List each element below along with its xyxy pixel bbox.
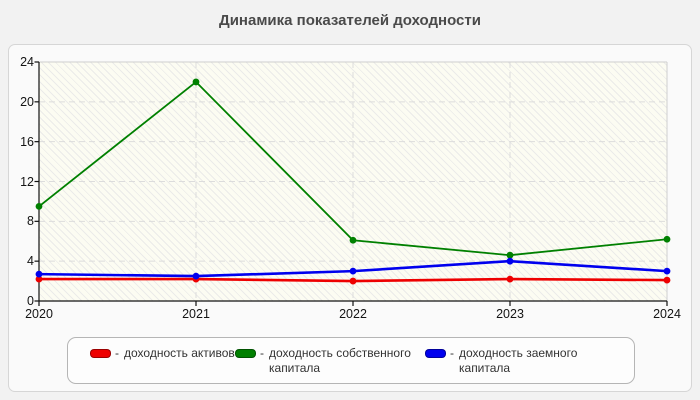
y-tick-label: 16 [20,134,34,149]
y-tick-label: 12 [20,174,34,189]
data-point [35,270,43,278]
y-tick-label: 4 [27,254,34,269]
legend-item: - доходность заемного капитала [425,346,617,376]
data-point [506,257,514,265]
data-point [349,277,357,285]
legend-item: - доходность собственного капитала [235,346,425,376]
y-tick-label: 8 [27,214,34,229]
data-point [663,267,671,275]
data-point [506,275,514,283]
chart-legend: - доходность активов - доходность собственн… [67,337,635,384]
data-point [349,236,357,244]
x-tick-label: 2020 [25,307,53,321]
legend-dash: - [260,346,264,360]
data-point [35,202,43,210]
legend-dash: - [115,346,119,360]
x-tick-label: 2023 [496,307,524,321]
x-tick-label: 2021 [182,307,210,321]
data-point [192,272,200,280]
legend-swatch [425,349,446,358]
chart-panel: 0 4 8 12 16 20 24 2020 2021 2022 2023 2024 - доходно… [8,44,692,392]
data-point [349,267,357,275]
y-tick-label: 20 [20,94,34,109]
legend-swatch [235,349,256,358]
legend-label: доходность активов [124,346,235,360]
data-point [506,251,514,259]
x-tick-label: 2022 [339,307,367,321]
legend-item: - доходность активов [90,346,235,361]
x-tick-label: 2024 [653,307,681,321]
data-point [663,235,671,243]
y-tick-label: 24 [20,55,34,69]
legend-dash: - [450,346,454,360]
y-tick-label: 0 [27,294,34,308]
data-point [663,276,671,284]
legend-label: доходность собственного капитала [269,346,411,375]
data-point [192,78,200,86]
chart-title: Динамика показателей доходности [219,12,481,29]
data-point [35,275,43,283]
legend-swatch [90,349,111,358]
legend-label: доходность заемного капитала [459,346,578,375]
line-chart [34,61,671,306]
